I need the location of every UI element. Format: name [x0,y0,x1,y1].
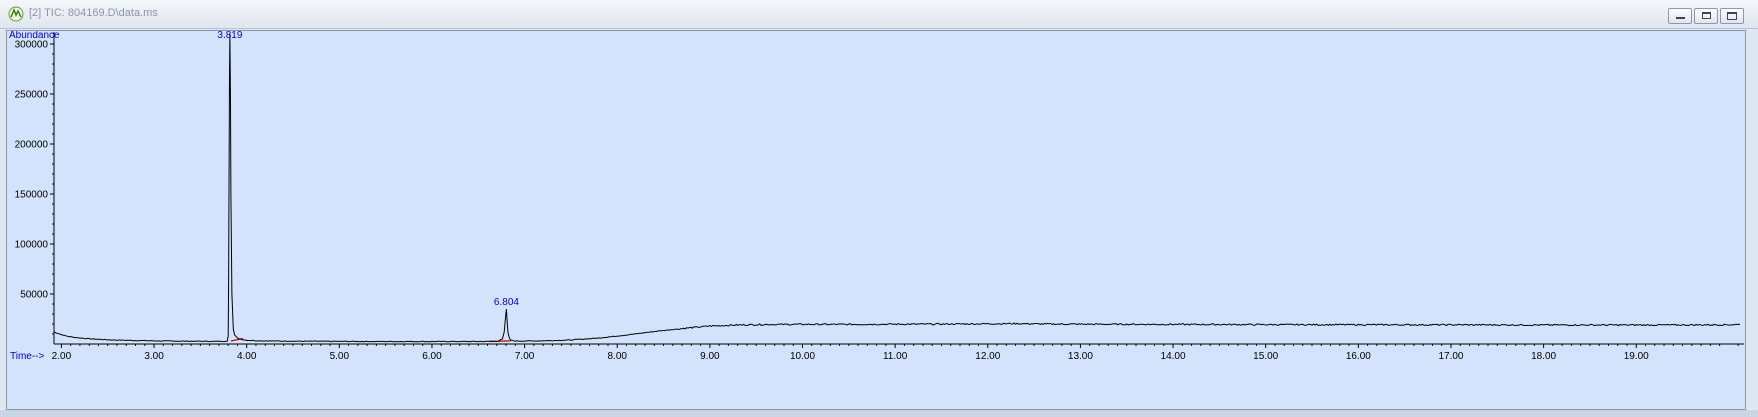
x-tick-label: 2.00 [52,351,72,362]
restore-button[interactable] [1694,8,1718,24]
y-tick-label: 50000 [20,290,48,301]
y-tick-label: 150000 [15,190,49,201]
y-tick-label: 300000 [15,40,49,51]
x-tick-label: 6.00 [422,351,442,362]
y-axis-label: Abundance [9,31,60,41]
peak-label: 6.804 [494,297,519,308]
x-tick-label: 8.00 [608,351,628,362]
minimize-button[interactable] [1668,8,1692,24]
x-tick-label: 10.00 [790,351,815,362]
x-tick-label: 3.00 [144,351,164,362]
title-bar[interactable]: [2] TIC: 804169.D\data.ms [0,0,1758,29]
window-title: [2] TIC: 804169.D\data.ms [29,7,158,19]
close-icon [1721,9,1743,23]
peak-labels: 3.819 6.804 [217,31,519,308]
x-tick-label: 13.00 [1068,351,1093,362]
x-ticks: 2.00 3.00 4.00 5.00 6.00 7.00 8.00 9.00 10.00 11.… [52,344,1739,362]
x-tick-label: 9.00 [700,351,720,362]
x-tick-label: 11.00 [883,351,908,362]
y-tick-label: 250000 [15,90,49,101]
peak-label: 3.819 [217,31,242,41]
y-tick-label: 200000 [15,140,49,151]
window-bottom-edge [0,410,1758,417]
tic-chart[interactable]: 50000 100000 150000 200000 250000 300000 2.00… [7,31,1745,409]
tic-trace [53,33,1741,343]
x-axis-label: Time--> [10,351,45,362]
x-tick-label: 18.00 [1531,351,1556,362]
close-button[interactable] [1720,8,1744,24]
x-tick-label: 16.00 [1346,351,1371,362]
x-tick-label: 5.00 [330,351,350,362]
y-tick-label: 100000 [15,240,49,251]
app-icon [8,6,24,22]
x-tick-label: 14.00 [1161,351,1186,362]
x-tick-label: 12.00 [975,351,1000,362]
x-tick-label: 4.00 [237,351,257,362]
minimize-icon [1669,9,1691,23]
restore-icon [1695,9,1717,23]
plot-area[interactable]: 50000 100000 150000 200000 250000 300000 2.00… [6,30,1746,410]
x-tick-label: 7.00 [515,351,535,362]
y-ticks: 50000 100000 150000 200000 250000 300000 [15,40,54,335]
traces [53,33,1741,343]
x-tick-label: 19.00 [1624,351,1649,362]
x-tick-label: 17.00 [1438,351,1463,362]
axes [53,32,1744,345]
x-tick-label: 15.00 [1253,351,1278,362]
